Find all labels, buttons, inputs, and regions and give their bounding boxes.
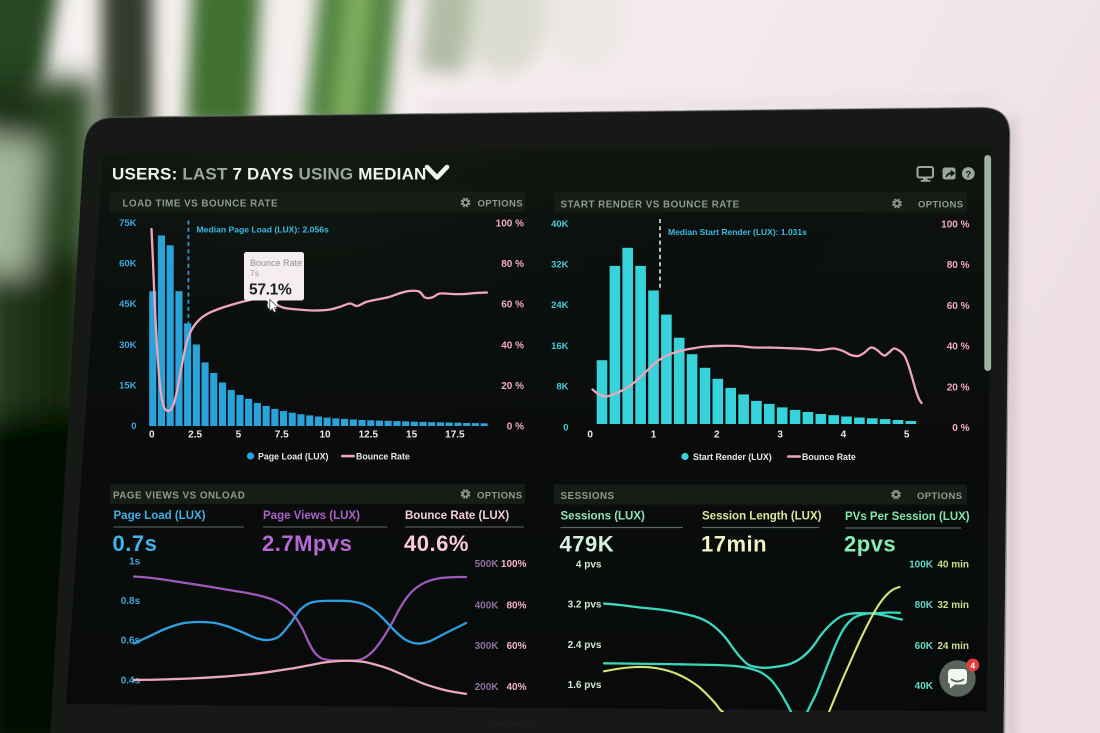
svg-text:OPTIONS: OPTIONS [477, 199, 523, 210]
svg-text:0: 0 [587, 430, 593, 441]
svg-text:SESSIONS: SESSIONS [561, 491, 615, 502]
svg-text:LOAD TIME VS BOUNCE RATE: LOAD TIME VS BOUNCE RATE [123, 199, 279, 210]
svg-text:Median Page Load (LUX): 2.056s: Median Page Load (LUX): 2.056s [197, 225, 330, 235]
svg-text:Page Load (LUX): Page Load (LUX) [258, 451, 328, 461]
svg-text:15: 15 [406, 430, 418, 441]
svg-text:300K: 300K [475, 641, 500, 652]
svg-text:OPTIONS: OPTIONS [477, 491, 523, 502]
svg-text:80 %: 80 % [947, 260, 970, 271]
svg-text:12.5: 12.5 [359, 430, 379, 441]
svg-text:24 min: 24 min [937, 641, 969, 652]
svg-text:0.4s: 0.4s [121, 675, 141, 686]
svg-text:45K: 45K [119, 299, 137, 310]
svg-text:PVs Per Session (LUX): PVs Per Session (LUX) [845, 511, 970, 523]
svg-text:Session Length (LUX): Session Length (LUX) [702, 511, 822, 523]
svg-text:Start Render (LUX): Start Render (LUX) [693, 452, 772, 462]
svg-text:4 pvs: 4 pvs [576, 559, 602, 570]
svg-text:100K: 100K [909, 559, 934, 570]
svg-text:479K: 479K [560, 532, 615, 557]
svg-text:100%: 100% [501, 559, 527, 570]
svg-text:100 %: 100 % [496, 219, 524, 230]
svg-text:40 %: 40 % [501, 340, 524, 351]
svg-text:24K: 24K [551, 300, 569, 311]
svg-text:Bounce Rate: Bounce Rate [356, 451, 410, 461]
svg-text:60 %: 60 % [501, 300, 524, 311]
svg-text:4: 4 [970, 660, 975, 670]
svg-text:Bounce Rate (LUX): Bounce Rate (LUX) [405, 510, 509, 522]
svg-text:2.7Mpvs: 2.7Mpvs [262, 531, 352, 556]
svg-text:1.6 pvs: 1.6 pvs [568, 680, 602, 691]
svg-text:40%: 40% [506, 682, 526, 693]
svg-text:3.2 pvs: 3.2 pvs [568, 600, 602, 611]
svg-text:32 min: 32 min [937, 600, 969, 611]
svg-text:Sessions (LUX): Sessions (LUX) [561, 511, 646, 523]
svg-text:40.6%: 40.6% [404, 531, 469, 556]
svg-text:500K: 500K [475, 559, 500, 570]
svg-text:0: 0 [131, 421, 136, 432]
svg-text:30K: 30K [119, 340, 137, 351]
svg-text:8K: 8K [556, 382, 568, 393]
svg-text:80K: 80K [915, 600, 934, 611]
svg-text:OPTIONS: OPTIONS [918, 200, 964, 211]
svg-text:57.1%: 57.1% [249, 282, 292, 299]
svg-text:START RENDER VS BOUNCE RATE: START RENDER VS BOUNCE RATE [561, 200, 740, 211]
svg-text:7.5: 7.5 [275, 430, 289, 441]
svg-text:0: 0 [563, 422, 568, 433]
svg-text:40 %: 40 % [947, 342, 970, 353]
svg-text:0 %: 0 % [952, 423, 969, 434]
svg-text:MacBook Pro: MacBook Pro [488, 719, 537, 728]
svg-text:0: 0 [149, 430, 155, 441]
svg-text:0 %: 0 % [507, 422, 524, 433]
svg-text:2pvs: 2pvs [844, 532, 896, 557]
svg-text:0.7s: 0.7s [113, 531, 158, 556]
svg-text:1: 1 [651, 430, 657, 441]
svg-text:USERS: LAST 7 DAYS USING MEDIA: USERS: LAST 7 DAYS USING MEDIAN [112, 165, 427, 184]
svg-text:60K: 60K [119, 259, 137, 270]
svg-text:OPTIONS: OPTIONS [917, 491, 963, 502]
svg-text:2.5: 2.5 [188, 430, 202, 441]
svg-text:17min: 17min [701, 532, 767, 557]
svg-text:400K: 400K [475, 600, 500, 611]
svg-text:2.4 pvs: 2.4 pvs [568, 640, 602, 651]
svg-text:75K: 75K [119, 218, 137, 229]
svg-text:3: 3 [777, 430, 783, 441]
svg-text:16K: 16K [551, 341, 569, 352]
svg-text:100 %: 100 % [941, 220, 969, 231]
svg-text:Bounce Rate: Bounce Rate [250, 258, 302, 268]
svg-text:PAGE VIEWS VS ONLOAD: PAGE VIEWS VS ONLOAD [113, 491, 245, 502]
svg-text:20 %: 20 % [947, 382, 970, 393]
svg-text:40 min: 40 min [937, 559, 969, 570]
svg-text:5: 5 [236, 430, 242, 441]
svg-text:Median Start Render (LUX): 1.0: Median Start Render (LUX): 1.031s [668, 227, 807, 237]
svg-text:Bounce Rate: Bounce Rate [802, 452, 856, 462]
svg-text:15K: 15K [119, 380, 137, 391]
svg-text:Page Load (LUX): Page Load (LUX) [114, 510, 206, 522]
svg-text:5: 5 [904, 430, 910, 441]
svg-text:2: 2 [714, 430, 720, 441]
svg-text:10: 10 [319, 430, 331, 441]
svg-text:200K: 200K [475, 682, 500, 693]
svg-text:80%: 80% [506, 600, 526, 611]
svg-text:0.8s: 0.8s [121, 596, 141, 607]
svg-text:40K: 40K [915, 681, 934, 692]
svg-text:32K: 32K [551, 260, 569, 271]
svg-text:0.6s: 0.6s [121, 635, 141, 646]
svg-text:60%: 60% [506, 641, 526, 652]
svg-text:1s: 1s [129, 557, 141, 568]
svg-text:40K: 40K [551, 219, 569, 230]
svg-text:4: 4 [841, 430, 847, 441]
svg-text:20 %: 20 % [501, 381, 524, 392]
svg-text:80 %: 80 % [501, 259, 524, 270]
svg-text:60 %: 60 % [947, 301, 970, 312]
svg-text:17.5: 17.5 [445, 430, 465, 441]
svg-text:60K: 60K [915, 641, 934, 652]
svg-text:7s: 7s [250, 268, 259, 278]
svg-text:?: ? [965, 169, 971, 180]
svg-text:Page Views (LUX): Page Views (LUX) [263, 510, 360, 522]
